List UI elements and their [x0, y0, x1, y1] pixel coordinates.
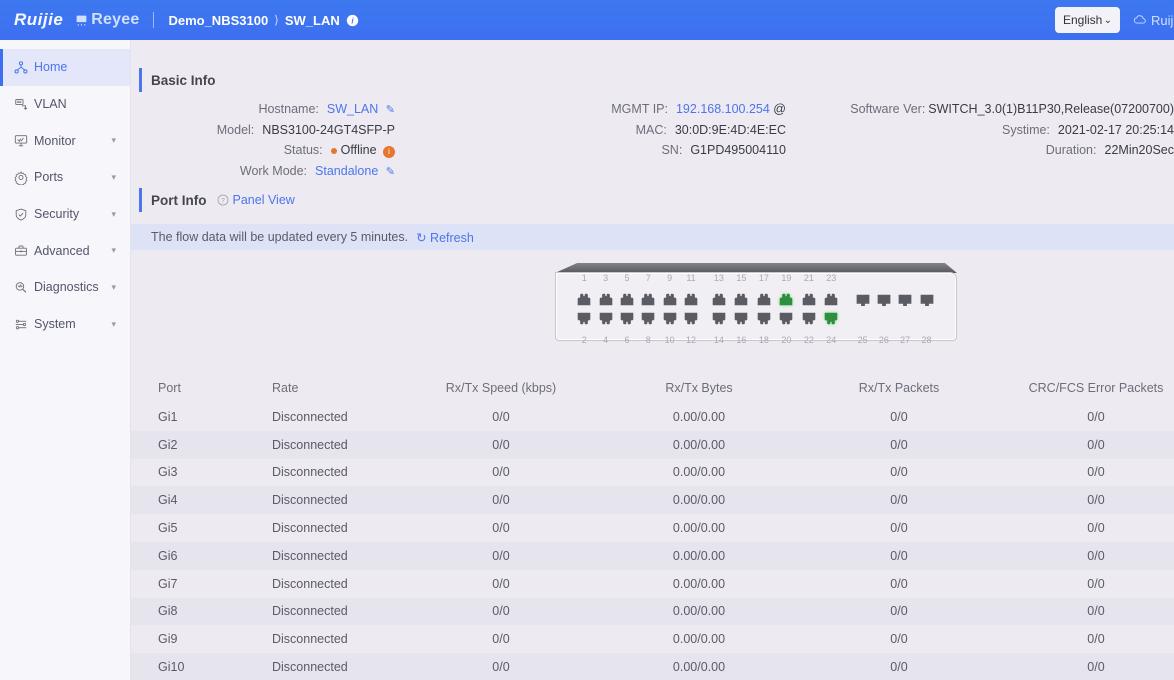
svg-text:?: ? [221, 197, 225, 204]
